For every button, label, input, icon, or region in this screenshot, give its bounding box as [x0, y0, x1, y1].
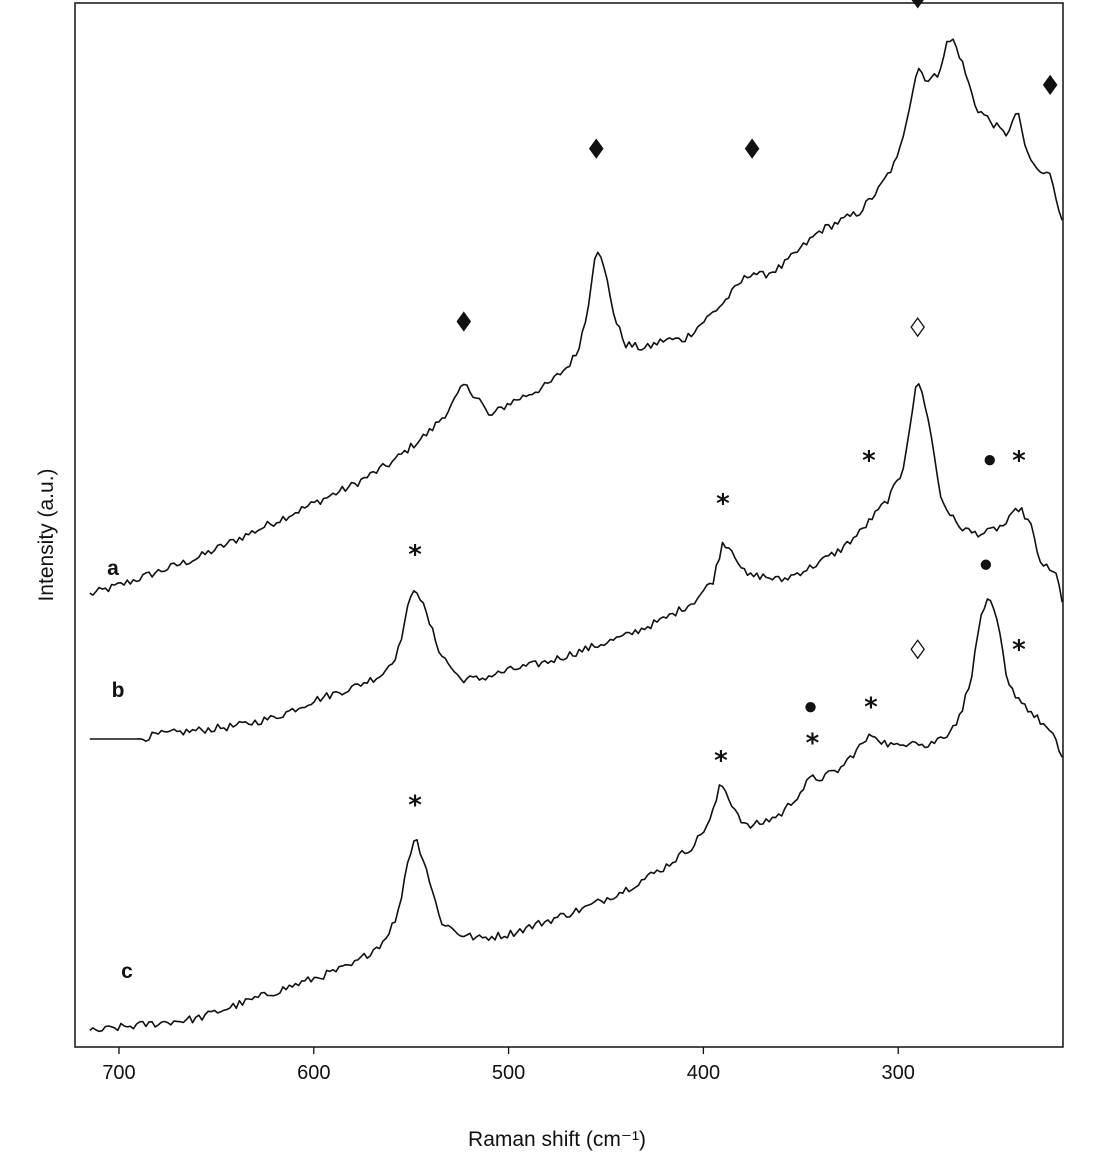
x-tick-label: 600: [297, 1062, 330, 1084]
dot-marker: [980, 559, 992, 570]
open-diamond-marker: [910, 639, 925, 660]
spectrum-traces: [89, 38, 1063, 1033]
asterisk-marker: *: [806, 728, 820, 758]
spectrum-trace-b: [89, 383, 1063, 742]
spectrum-trace-c: [89, 598, 1063, 1033]
asterisk-marker: *: [714, 746, 728, 776]
x-tick-label: 400: [687, 1062, 720, 1084]
curve-label-a: a: [107, 557, 119, 580]
y-axis-title: Intensity (a.u.): [35, 468, 58, 601]
x-tick-label: 300: [882, 1062, 915, 1084]
open-diamond-marker: [910, 317, 925, 338]
filled-diamond-marker: [1042, 74, 1058, 96]
curve-labels: a b c: [107, 557, 133, 983]
asterisk-marker: *: [1012, 635, 1026, 665]
asterisk-marker: *: [1012, 446, 1026, 476]
x-tick-label: 500: [492, 1062, 525, 1084]
filled-diamond-marker: [744, 138, 760, 159]
asterisk-marker: *: [716, 489, 730, 519]
asterisk-marker: *: [408, 791, 422, 821]
dot-marker: [805, 701, 816, 713]
dot-marker: [984, 454, 995, 466]
x-axis-title: Raman shift (cm⁻¹): [468, 1128, 646, 1151]
plot-frame: [74, 2, 1064, 1048]
x-axis-ticks: 700 600 500 400 300: [102, 1047, 915, 1084]
filled-diamond-marker: [911, 0, 924, 9]
curve-label-b: b: [112, 679, 125, 702]
asterisk-marker: *: [862, 446, 876, 476]
asterisk-marker: *: [408, 540, 422, 570]
spectrum-trace-a: [89, 38, 1063, 596]
asterisk-marker: *: [864, 693, 878, 723]
peak-markers: * * * * * * * * *: [408, 0, 1058, 821]
filled-diamond-marker: [588, 138, 604, 159]
filled-diamond-marker: [456, 311, 472, 332]
curve-label-c: c: [121, 960, 133, 983]
x-tick-label: 700: [102, 1062, 135, 1084]
